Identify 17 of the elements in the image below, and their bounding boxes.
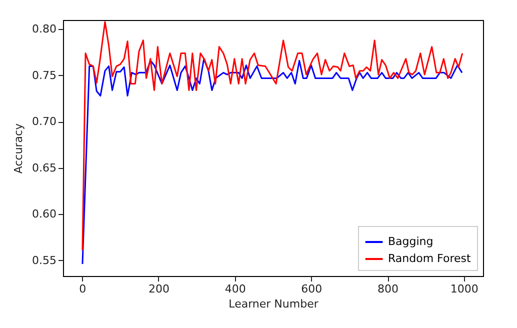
line-series bbox=[82, 21, 464, 251]
x-axis-title: Learner Number bbox=[228, 298, 319, 310]
y-tick-label: 0.70 bbox=[32, 115, 56, 128]
legend-label: Random Forest bbox=[388, 252, 472, 265]
y-tick-label: 0.55 bbox=[32, 254, 56, 267]
y-tick-label: 0.80 bbox=[32, 22, 56, 36]
x-tick-label: 600 bbox=[301, 282, 322, 296]
y-tick-label: 0.60 bbox=[32, 208, 56, 221]
x-tick-label: 400 bbox=[224, 282, 246, 296]
x-tick-label: 1000 bbox=[450, 282, 478, 296]
y-axis-title: Accuracy bbox=[12, 122, 26, 174]
x-tick-label: 0 bbox=[79, 282, 86, 296]
legend-label: Bagging bbox=[388, 235, 434, 248]
y-tick-label: 0.75 bbox=[32, 68, 56, 82]
x-tick-label: 200 bbox=[148, 282, 170, 296]
y-tick-label: 0.65 bbox=[32, 161, 56, 174]
x-tick-label: 800 bbox=[378, 282, 399, 296]
